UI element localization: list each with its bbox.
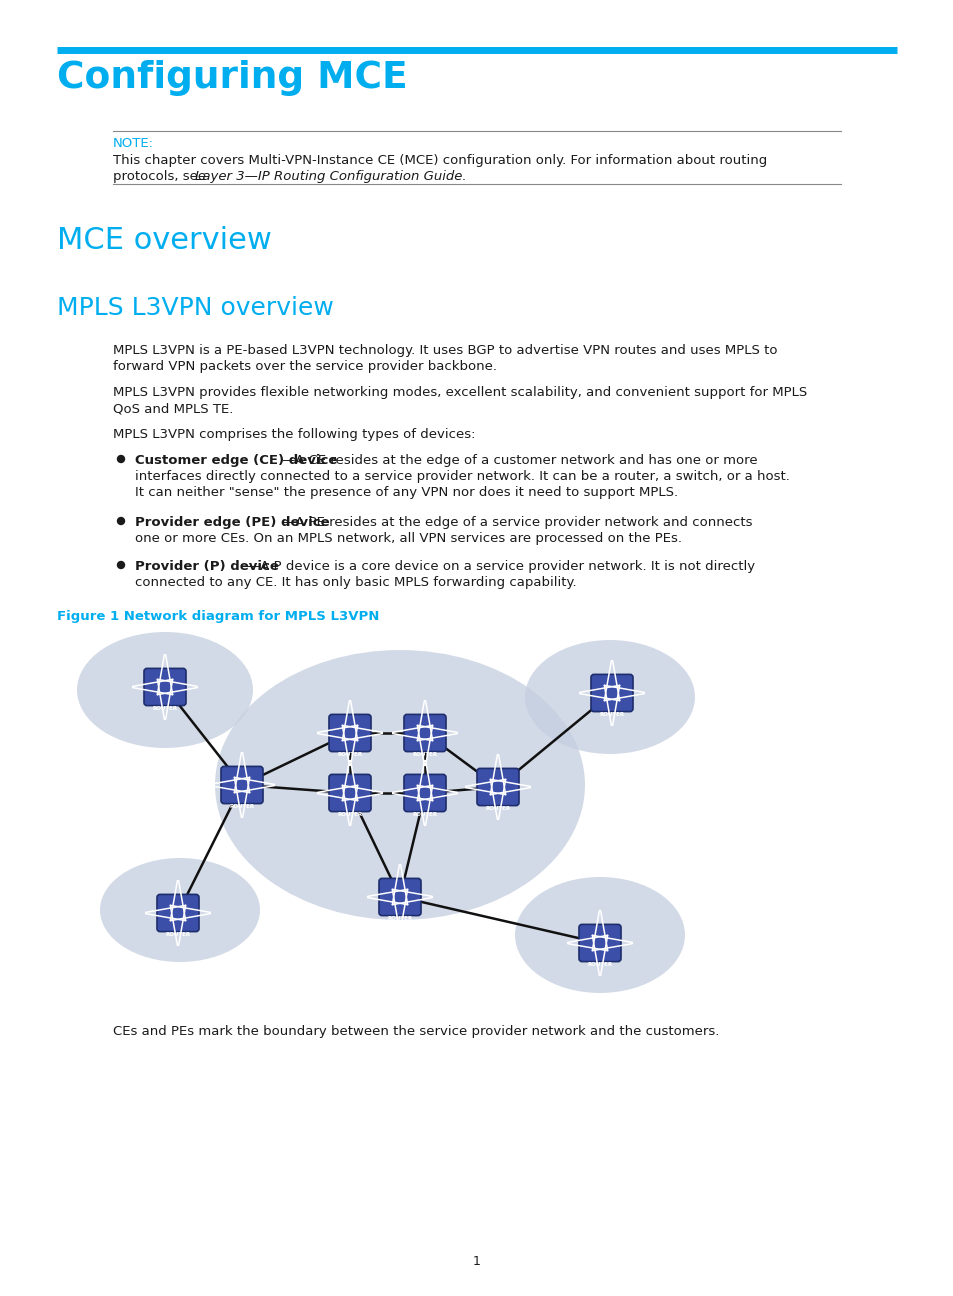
Text: It can neither "sense" the presence of any VPN nor does it need to support MPLS.: It can neither "sense" the presence of a…	[135, 486, 678, 499]
Text: MPLS L3VPN comprises the following types of devices:: MPLS L3VPN comprises the following types…	[112, 428, 475, 441]
FancyBboxPatch shape	[403, 775, 446, 811]
Text: —A CE resides at the edge of a customer network and has one or more: —A CE resides at the edge of a customer …	[282, 454, 758, 467]
Text: ROUTER: ROUTER	[387, 915, 412, 920]
Text: ROUTER: ROUTER	[152, 705, 177, 710]
Ellipse shape	[524, 640, 695, 754]
Text: ROUTER: ROUTER	[598, 712, 624, 717]
Text: protocols, see: protocols, see	[112, 170, 211, 183]
Text: ROUTER: ROUTER	[587, 962, 612, 967]
Text: This chapter covers Multi-VPN-Instance CE (MCE) configuration only. For informat: This chapter covers Multi-VPN-Instance C…	[112, 154, 766, 167]
Text: MPLS L3VPN is a PE-based L3VPN technology. It uses BGP to advertise VPN routes a: MPLS L3VPN is a PE-based L3VPN technolog…	[112, 343, 777, 356]
FancyBboxPatch shape	[590, 674, 633, 712]
Text: Provider edge (PE) device: Provider edge (PE) device	[135, 516, 330, 529]
Text: ROUTER: ROUTER	[337, 752, 362, 757]
Ellipse shape	[515, 877, 684, 993]
Text: interfaces directly connected to a service provider network. It can be a router,: interfaces directly connected to a servi…	[135, 470, 789, 483]
Text: ROUTER: ROUTER	[337, 811, 362, 816]
Text: Configuring MCE: Configuring MCE	[57, 60, 407, 96]
Ellipse shape	[77, 632, 253, 748]
Text: 1: 1	[473, 1255, 480, 1267]
FancyBboxPatch shape	[403, 714, 446, 752]
Text: —A P device is a core device on a service provider network. It is not directly: —A P device is a core device on a servic…	[247, 560, 755, 573]
Text: MPLS L3VPN provides flexible networking modes, excellent scalability, and conven: MPLS L3VPN provides flexible networking …	[112, 386, 806, 399]
Circle shape	[117, 455, 125, 463]
FancyBboxPatch shape	[157, 894, 199, 932]
Circle shape	[117, 517, 125, 525]
FancyBboxPatch shape	[578, 924, 620, 962]
Ellipse shape	[100, 858, 260, 962]
FancyBboxPatch shape	[476, 769, 518, 806]
Text: Provider (P) device: Provider (P) device	[135, 560, 278, 573]
Text: ROUTER: ROUTER	[230, 804, 254, 809]
FancyBboxPatch shape	[329, 714, 371, 752]
Text: ROUTER: ROUTER	[165, 932, 191, 937]
Circle shape	[117, 561, 125, 569]
Text: one or more CEs. On an MPLS network, all VPN services are processed on the PEs.: one or more CEs. On an MPLS network, all…	[135, 531, 681, 546]
FancyBboxPatch shape	[144, 669, 186, 705]
Text: CEs and PEs mark the boundary between the service provider network and the custo: CEs and PEs mark the boundary between th…	[112, 1025, 719, 1038]
Text: —A PE resides at the edge of a service provider network and connects: —A PE resides at the edge of a service p…	[282, 516, 752, 529]
Text: QoS and MPLS TE.: QoS and MPLS TE.	[112, 402, 233, 415]
Text: ROUTER: ROUTER	[485, 806, 510, 810]
Text: Figure 1 Network diagram for MPLS L3VPN: Figure 1 Network diagram for MPLS L3VPN	[57, 610, 379, 623]
Text: MPLS L3VPN overview: MPLS L3VPN overview	[57, 295, 334, 320]
Text: forward VPN packets over the service provider backbone.: forward VPN packets over the service pro…	[112, 360, 497, 373]
FancyBboxPatch shape	[329, 775, 371, 811]
Text: connected to any CE. It has only basic MPLS forwarding capability.: connected to any CE. It has only basic M…	[135, 575, 576, 588]
FancyBboxPatch shape	[378, 879, 420, 915]
Text: MCE overview: MCE overview	[57, 226, 272, 255]
Text: ROUTER: ROUTER	[412, 811, 437, 816]
Text: NOTE:: NOTE:	[112, 137, 153, 150]
Text: ROUTER: ROUTER	[412, 752, 437, 757]
FancyBboxPatch shape	[221, 766, 263, 804]
Text: Customer edge (CE) device: Customer edge (CE) device	[135, 454, 337, 467]
Ellipse shape	[214, 651, 584, 920]
Text: Layer 3—IP Routing Configuration Guide.: Layer 3—IP Routing Configuration Guide.	[194, 170, 466, 183]
